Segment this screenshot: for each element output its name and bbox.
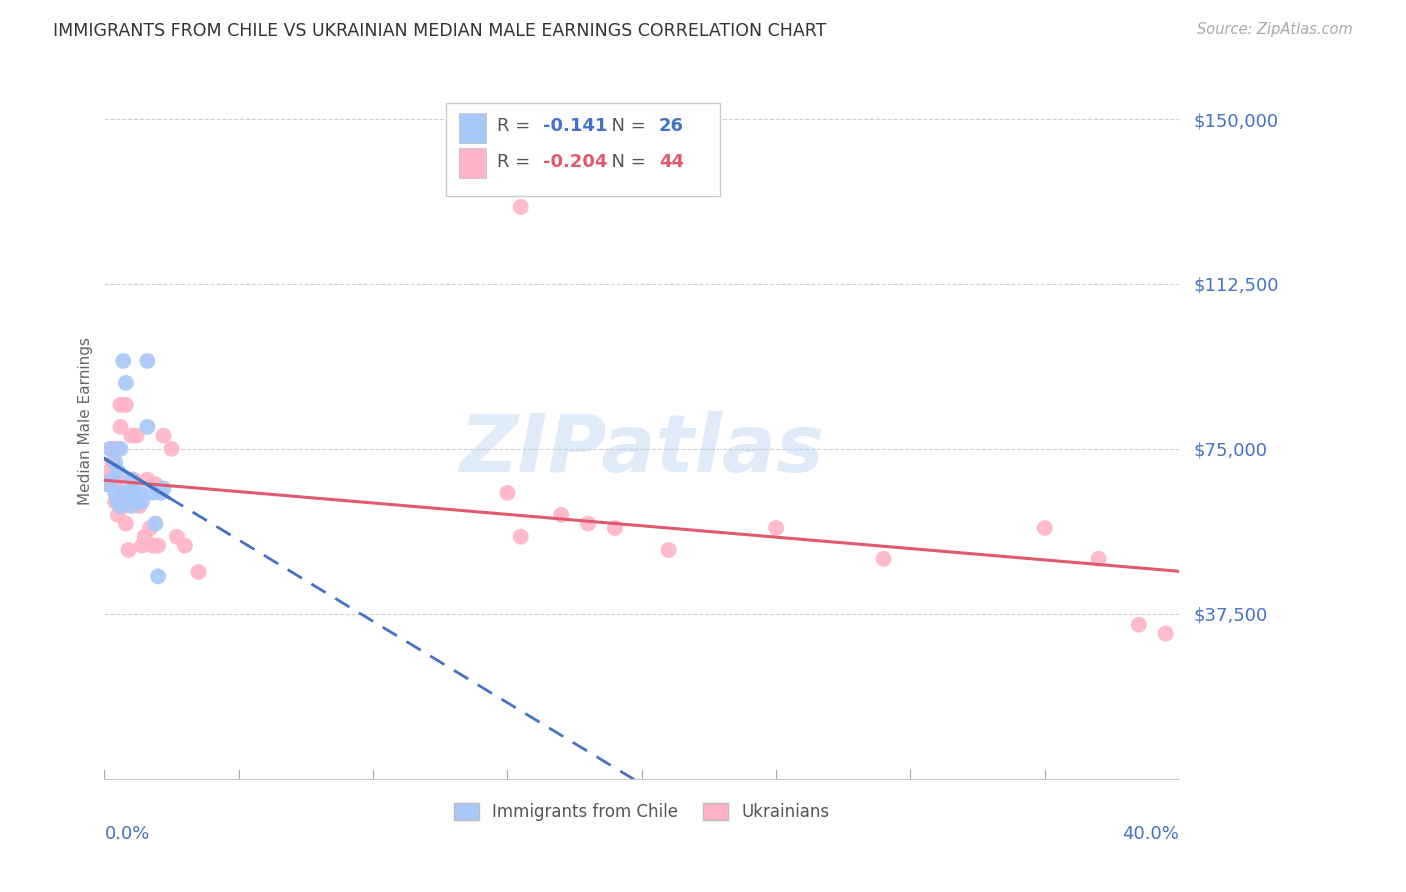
Point	[125, 494, 148, 508]
Y-axis label: Median Male Earnings: Median Male Earnings	[79, 337, 93, 506]
Point	[1033, 521, 1056, 535]
Point	[117, 543, 139, 558]
Point	[1128, 617, 1150, 632]
Point	[509, 200, 531, 214]
Point	[107, 508, 129, 522]
Point	[136, 420, 159, 434]
Point	[128, 485, 150, 500]
Point	[131, 539, 153, 553]
Point	[96, 477, 118, 491]
Point	[107, 494, 129, 508]
Text: ZIPatlas: ZIPatlas	[460, 411, 824, 489]
Point	[134, 530, 156, 544]
Point	[550, 508, 572, 522]
Text: 0.0%: 0.0%	[104, 825, 150, 843]
Point	[125, 428, 148, 442]
Point	[120, 428, 142, 442]
Point	[110, 442, 132, 456]
Point	[187, 565, 209, 579]
Point	[1154, 626, 1177, 640]
Point	[112, 354, 135, 368]
Point	[104, 455, 127, 469]
Point	[101, 455, 124, 469]
Point	[122, 473, 145, 487]
Point	[658, 543, 681, 558]
FancyBboxPatch shape	[458, 112, 486, 143]
Point	[576, 516, 599, 531]
Point	[110, 499, 132, 513]
Point	[115, 516, 138, 531]
Legend: Immigrants from Chile, Ukrainians: Immigrants from Chile, Ukrainians	[447, 796, 837, 828]
Point	[145, 477, 167, 491]
Point	[1087, 551, 1109, 566]
Point	[509, 530, 531, 544]
Point	[146, 539, 169, 553]
Point	[115, 398, 138, 412]
Text: IMMIGRANTS FROM CHILE VS UKRAINIAN MEDIAN MALE EARNINGS CORRELATION CHART: IMMIGRANTS FROM CHILE VS UKRAINIAN MEDIA…	[53, 22, 827, 40]
Text: -0.141: -0.141	[543, 117, 607, 136]
Point	[142, 539, 165, 553]
FancyBboxPatch shape	[446, 103, 720, 196]
Point	[496, 485, 519, 500]
Point	[152, 428, 174, 442]
Point	[136, 473, 159, 487]
Text: 44: 44	[659, 153, 683, 171]
Point	[160, 442, 183, 456]
Text: N =: N =	[600, 153, 651, 171]
Point	[115, 376, 138, 390]
Point	[131, 494, 153, 508]
Text: Source: ZipAtlas.com: Source: ZipAtlas.com	[1197, 22, 1353, 37]
Point	[107, 464, 129, 478]
Point	[142, 485, 165, 500]
Point	[149, 485, 172, 500]
Point	[101, 473, 124, 487]
Point	[112, 499, 135, 513]
Point	[112, 485, 135, 500]
Point	[122, 485, 145, 500]
Point	[152, 482, 174, 496]
Point	[101, 442, 124, 456]
Point	[98, 464, 121, 478]
Text: 26: 26	[659, 117, 683, 136]
Point	[110, 398, 132, 412]
Point	[120, 499, 142, 513]
Point	[136, 354, 159, 368]
Point	[107, 442, 129, 456]
Text: 40.0%: 40.0%	[1122, 825, 1180, 843]
Point	[139, 521, 162, 535]
Text: -0.204: -0.204	[543, 153, 607, 171]
Point	[98, 442, 121, 456]
Point	[117, 485, 139, 500]
Text: R =: R =	[496, 117, 536, 136]
Text: R =: R =	[496, 153, 536, 171]
Point	[174, 539, 197, 553]
Point	[145, 516, 167, 531]
Point	[96, 477, 118, 491]
Point	[765, 521, 787, 535]
Point	[603, 521, 626, 535]
Point	[146, 569, 169, 583]
Point	[107, 473, 129, 487]
Point	[128, 499, 150, 513]
Point	[872, 551, 894, 566]
Point	[104, 477, 127, 491]
Text: N =: N =	[600, 117, 651, 136]
Point	[166, 530, 188, 544]
Point	[110, 420, 132, 434]
Point	[104, 485, 127, 500]
Point	[104, 494, 127, 508]
Point	[120, 473, 142, 487]
FancyBboxPatch shape	[458, 148, 486, 178]
Point	[98, 473, 121, 487]
